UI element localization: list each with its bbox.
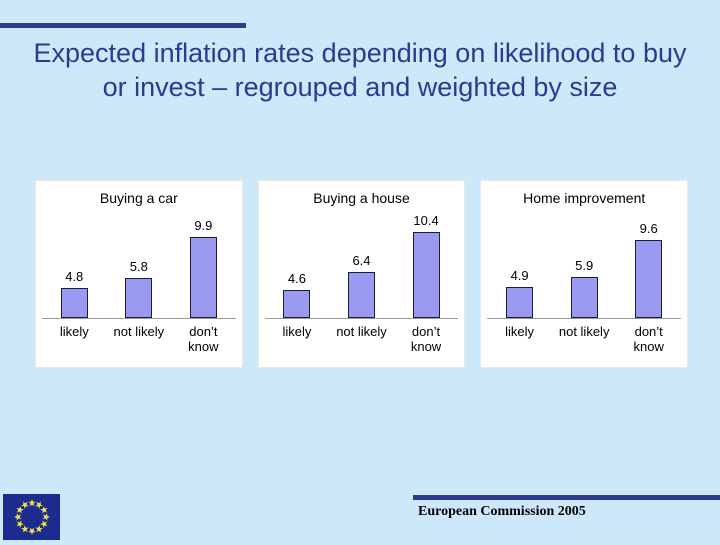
plot-area: 4.9 5.9 9.6 — [487, 181, 682, 319]
bar-column: 5.9 — [553, 258, 615, 318]
bar — [506, 287, 534, 318]
bar — [189, 237, 217, 318]
category-labels-row: likely not likely don’t know — [487, 324, 681, 354]
plot-area: 4.8 5.8 9.9 — [42, 181, 236, 319]
chart-panel: Buying a house 4.6 6.4 10.4 likely not likely… — [257, 180, 466, 368]
category-label: likely — [505, 324, 535, 339]
bar-column: 6.4 — [330, 253, 392, 318]
slide-title: Expected inflation rates depending on li… — [33, 38, 687, 102]
value-label: 9.9 — [194, 218, 213, 233]
value-label: 5.8 — [129, 259, 148, 274]
bar-column: 4.8 — [43, 269, 105, 318]
chart-panel: Buying a car 4.8 5.8 9.9 likely not likely don… — [35, 180, 243, 368]
bar — [283, 290, 311, 318]
value-label: 10.4 — [413, 213, 439, 228]
value-label: 4.9 — [510, 268, 529, 283]
value-label: 6.4 — [352, 253, 371, 268]
value-label: 4.6 — [287, 271, 306, 286]
category-label: don’t know — [633, 324, 664, 354]
value-label: 4.8 — [65, 269, 84, 284]
bar — [60, 288, 88, 318]
bar — [635, 240, 663, 318]
value-label: 5.9 — [575, 258, 594, 273]
bar-column: 9.9 — [172, 218, 234, 318]
category-label: don’t know — [410, 324, 442, 354]
category-label: likely — [282, 324, 312, 339]
category-label: not likely — [336, 324, 387, 339]
category-label: not likely — [113, 324, 165, 339]
value-label: 9.6 — [639, 221, 658, 236]
category-labels-row: likely not likely don’t know — [265, 324, 459, 354]
bar — [412, 232, 440, 318]
plot-area: 4.6 6.4 10.4 — [264, 181, 459, 319]
bar-column: 4.6 — [266, 271, 328, 318]
category-labels-row: likely not likely don’t know — [42, 324, 236, 354]
footer-accent-line — [413, 495, 720, 500]
bar-column: 9.6 — [618, 221, 680, 318]
charts-row: Buying a car 4.8 5.8 9.9 likely not likely don… — [35, 180, 689, 368]
title-accent-line — [0, 23, 246, 28]
category-label: don’t know — [188, 324, 219, 354]
chart-title: Buying a car — [99, 190, 178, 206]
eu-flag-icon — [3, 494, 60, 540]
category-label: likely — [59, 324, 89, 339]
bar-column: 10.4 — [395, 213, 457, 318]
chart-title: Buying a house — [313, 190, 410, 206]
chart-panel: Home improvement 4.9 5.9 9.6 likely not likel… — [480, 180, 689, 368]
bar-column: 4.9 — [489, 268, 551, 318]
category-label: not likely — [558, 324, 610, 339]
bar — [347, 272, 375, 318]
chart-title: Home improvement — [523, 190, 646, 206]
footer-text: European Commission 2005 — [418, 504, 586, 519]
bar — [570, 277, 598, 318]
bar-column: 5.8 — [108, 259, 170, 318]
eu-flag-logo — [3, 494, 60, 540]
bar — [125, 278, 153, 318]
